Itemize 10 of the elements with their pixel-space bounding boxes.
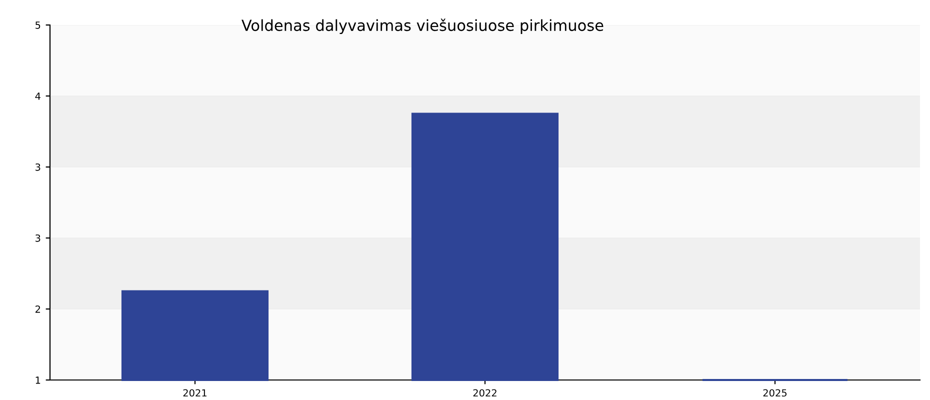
x-tick-label: 2022	[473, 389, 496, 397]
y-tick-label: 2	[36, 305, 40, 313]
y-tick-label: 3	[36, 234, 40, 242]
y-tick-label: 1	[36, 376, 40, 384]
x-tick-label: 2025	[763, 389, 787, 397]
x-tick-label: 2021	[183, 389, 206, 397]
y-tick-label: 5	[36, 22, 40, 29]
chart-title: Voldenas dalyvavimas viešuosiuose pirkimuose	[242, 18, 604, 34]
y-tick-label: 3	[36, 163, 40, 171]
y-tick-label: 4	[35, 92, 40, 100]
